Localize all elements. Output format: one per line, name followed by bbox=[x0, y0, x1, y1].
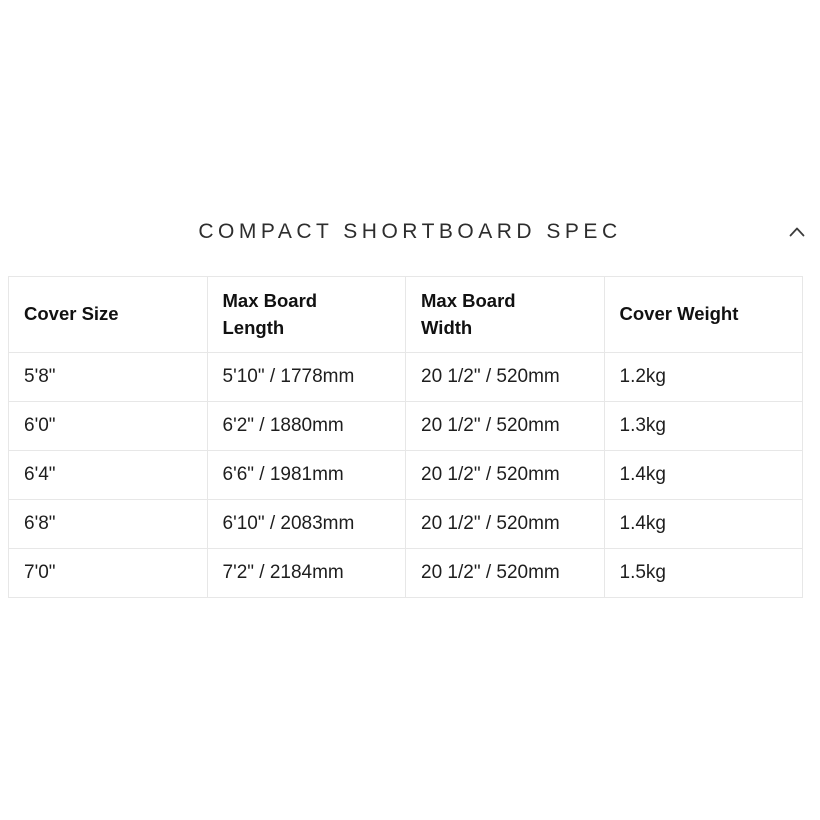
cell-max-width: 20 1/2" / 520mm bbox=[405, 450, 605, 500]
cell-max-length: 6'2" / 1880mm bbox=[206, 401, 406, 451]
cell-cover-weight: 1.5kg bbox=[603, 548, 803, 598]
table-row: 7'0" 7'2" / 2184mm 20 1/2" / 520mm 1.5kg bbox=[8, 548, 803, 598]
cell-max-width: 20 1/2" / 520mm bbox=[405, 352, 605, 402]
cell-cover-size: 6'4" bbox=[8, 450, 208, 500]
cell-cover-size: 5'8" bbox=[8, 352, 208, 402]
cell-max-length: 6'10" / 2083mm bbox=[206, 499, 406, 549]
cell-cover-weight: 1.3kg bbox=[603, 401, 803, 451]
cell-cover-size: 6'0" bbox=[8, 401, 208, 451]
cell-max-length: 7'2" / 2184mm bbox=[206, 548, 406, 598]
column-header-cover-weight: Cover Weight bbox=[603, 276, 803, 353]
spec-accordion-title: COMPACT SHORTBOARD SPEC bbox=[198, 220, 622, 243]
column-header-cover-size: Cover Size bbox=[8, 276, 208, 353]
cell-max-width: 20 1/2" / 520mm bbox=[405, 499, 605, 549]
chevron-up-icon[interactable] bbox=[789, 227, 805, 237]
table-row: 5'8" 5'10" / 1778mm 20 1/2" / 520mm 1.2k… bbox=[8, 352, 803, 402]
cell-cover-weight: 1.4kg bbox=[603, 450, 803, 500]
cell-cover-weight: 1.4kg bbox=[603, 499, 803, 549]
cell-max-length: 5'10" / 1778mm bbox=[206, 352, 406, 402]
column-header-max-length: Max Board Length bbox=[206, 276, 406, 353]
cell-max-length: 6'6" / 1981mm bbox=[206, 450, 406, 500]
table-row: 6'8" 6'10" / 2083mm 20 1/2" / 520mm 1.4k… bbox=[8, 499, 803, 549]
spec-table: Cover Size Max Board Length Max Board Wi… bbox=[8, 276, 803, 598]
cell-cover-weight: 1.2kg bbox=[603, 352, 803, 402]
table-row: 6'4" 6'6" / 1981mm 20 1/2" / 520mm 1.4kg bbox=[8, 450, 803, 500]
cell-cover-size: 7'0" bbox=[8, 548, 208, 598]
table-header-row: Cover Size Max Board Length Max Board Wi… bbox=[8, 276, 803, 353]
cell-max-width: 20 1/2" / 520mm bbox=[405, 401, 605, 451]
cell-max-width: 20 1/2" / 520mm bbox=[405, 548, 605, 598]
table-row: 6'0" 6'2" / 1880mm 20 1/2" / 520mm 1.3kg bbox=[8, 401, 803, 451]
spec-accordion-header[interactable]: COMPACT SHORTBOARD SPEC bbox=[8, 206, 812, 258]
cell-cover-size: 6'8" bbox=[8, 499, 208, 549]
column-header-max-width: Max Board Width bbox=[405, 276, 605, 353]
